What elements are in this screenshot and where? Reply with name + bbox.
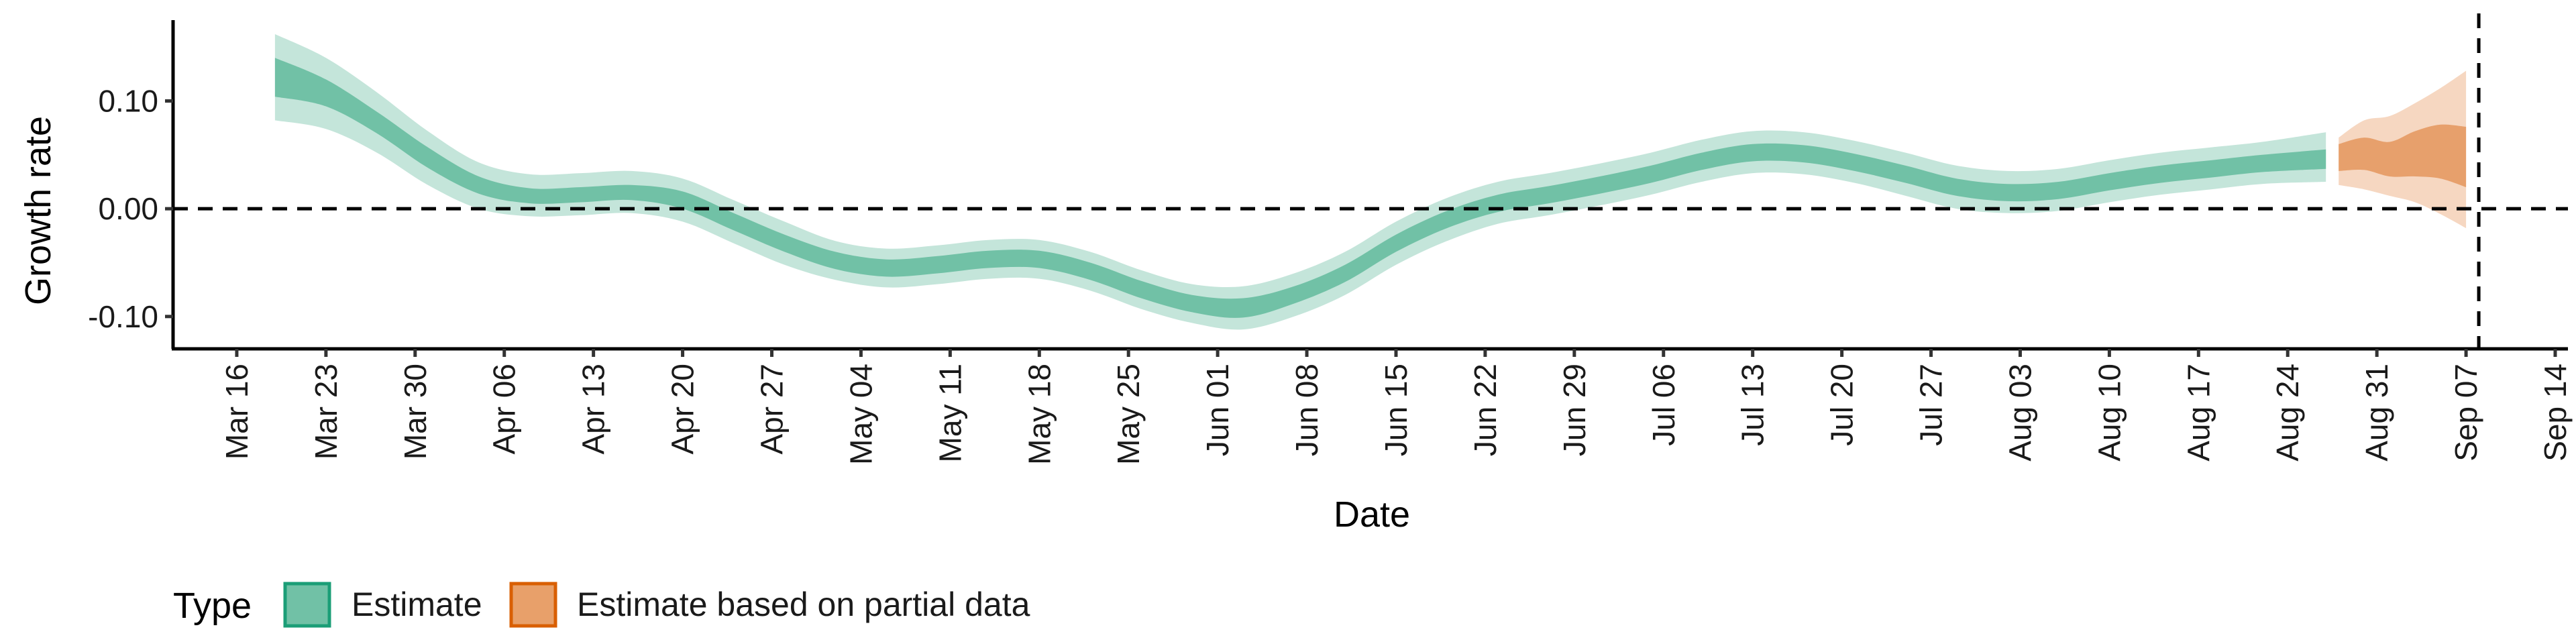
x-tick-label: May 18: [1022, 364, 1057, 465]
x-tick-label: Aug 10: [2092, 364, 2127, 462]
y-tick-label: 0.00: [98, 191, 158, 226]
ribbon-90-estimate: [274, 34, 2326, 330]
x-tick-label: Jul 20: [1825, 364, 1860, 446]
x-tick-label: May 04: [843, 364, 878, 465]
ribbon-50-partial-data: [2339, 124, 2467, 187]
x-tick-label: Mar 16: [219, 364, 254, 460]
x-tick-label: Jul 13: [1735, 364, 1770, 446]
x-tick-label: Mar 23: [309, 364, 343, 460]
x-tick-label: Aug 17: [2181, 364, 2216, 462]
legend: Type Estimate Estimate based on partial …: [173, 582, 1030, 628]
x-tick-label: Jul 27: [1914, 364, 1949, 446]
ribbon-layer: [274, 34, 2467, 330]
reference-lines: [173, 13, 2568, 349]
axes: [171, 20, 2568, 351]
legend-key-partial-data: [509, 582, 557, 628]
x-tick-label: Jun 22: [1468, 364, 1503, 456]
x-axis-title: Date: [1334, 494, 1410, 535]
x-tick-label: Sep 07: [2449, 364, 2483, 462]
ribbon-50-estimate: [274, 58, 2326, 318]
y-axis-title: Growth rate: [18, 116, 58, 305]
y-tick-label: 0.10: [98, 83, 158, 118]
x-tick-label: Apr 06: [487, 364, 522, 455]
legend-key-estimate: [283, 582, 331, 628]
x-tick-label: Apr 27: [755, 364, 790, 455]
x-tick-label: Mar 30: [398, 364, 433, 460]
plot-area: Mar 16 Mar 23 Mar 30 Apr 06 Apr 13 Apr 20 Apr …: [88, 13, 2573, 465]
x-tick-label: Aug 24: [2270, 364, 2305, 462]
x-tick-label: Apr 20: [665, 364, 700, 455]
x-tick-label: Jul 06: [1646, 364, 1681, 446]
y-axis-ticks: 0.10 0.00 -0.10: [88, 83, 173, 334]
x-tick-label: Jun 15: [1379, 364, 1413, 456]
y-tick-label: -0.10: [88, 299, 158, 334]
x-tick-label: May 11: [932, 364, 967, 462]
x-tick-label: Jun 08: [1289, 364, 1324, 456]
x-tick-label: May 25: [1111, 364, 1146, 465]
legend-label-partial-data: Estimate based on partial data: [577, 586, 1030, 623]
x-tick-label: Sep 14: [2538, 364, 2573, 462]
x-axis-ticks: Mar 16 Mar 23 Mar 30 Apr 06 Apr 13 Apr 20 Apr …: [219, 349, 2573, 465]
x-tick-label: Jun 01: [1200, 364, 1235, 456]
x-tick-label: Aug 31: [2359, 364, 2394, 462]
legend-title: Type: [173, 586, 252, 626]
x-tick-label: Aug 03: [2003, 364, 2038, 462]
legend-label-estimate: Estimate: [352, 586, 482, 623]
x-tick-label: Jun 29: [1557, 364, 1592, 456]
x-tick-label: Apr 13: [576, 364, 611, 455]
